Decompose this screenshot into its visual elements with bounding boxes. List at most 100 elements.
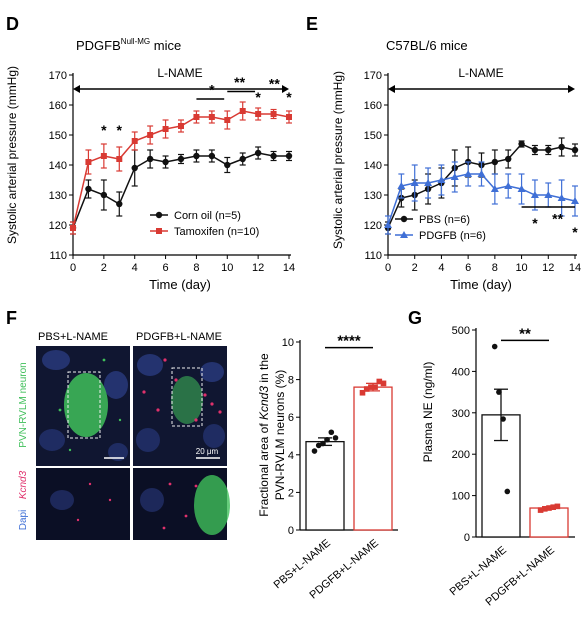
chart-f-y-tick-label: 6 bbox=[288, 412, 294, 424]
chart-e-y-tick-label: 150 bbox=[364, 130, 382, 142]
chart-e-x-tick-label: 0 bbox=[385, 262, 391, 274]
chart-e-x-tick-label: 4 bbox=[438, 262, 444, 274]
chart-f-data-point bbox=[320, 440, 326, 447]
chart-d-series-0-point bbox=[270, 152, 277, 160]
chart-d-series-0-point bbox=[146, 155, 154, 163]
chart-g-bar-0 bbox=[481, 414, 521, 538]
chart-d-series-1-point bbox=[70, 225, 76, 231]
chart-d-significance-mark: * bbox=[101, 122, 107, 138]
chart-g-y-tick-label: 300 bbox=[452, 408, 470, 420]
chart-e-series-1-point bbox=[384, 221, 392, 228]
chart-d-arrow-head-left bbox=[73, 85, 80, 93]
panel-f-ylabel-line2: PVN-RVLM neurons (%) bbox=[273, 370, 287, 501]
chart-f-data-point bbox=[363, 386, 370, 392]
chart-d-legend-label: Corn oil (n=5) bbox=[174, 210, 241, 222]
chart-d-y-tick-label: 160 bbox=[49, 100, 67, 112]
chart-e-series-1-point bbox=[450, 173, 459, 180]
channel-label-top: PVN-RVLM neuron bbox=[18, 362, 29, 447]
chart-d-significance-mark: ** bbox=[269, 76, 280, 92]
chart-e-series-1-point bbox=[530, 191, 539, 198]
chart-e-x-tick-label: 6 bbox=[465, 262, 471, 274]
chart-d-series-1-point bbox=[208, 114, 215, 120]
chart-e-legend-label: PBS (n=6) bbox=[419, 214, 470, 226]
chart-e-y-tick-label: 170 bbox=[364, 70, 382, 82]
chart-d-y-tick-label: 110 bbox=[49, 250, 67, 262]
chart-d-series-0-point bbox=[85, 185, 92, 193]
chart-g-data-point bbox=[504, 488, 511, 495]
chart-g-data-point bbox=[500, 416, 506, 422]
chart-g-y-tick-label: 400 bbox=[452, 366, 470, 378]
panel-e: E C57BL/6 mice Systolic arterial pressur… bbox=[306, 14, 512, 292]
panel-e-treatment: L-NAME bbox=[458, 66, 503, 80]
chart-e-x-tick-label: 12 bbox=[542, 262, 554, 274]
chart-d-x-tick-label: 12 bbox=[252, 262, 264, 274]
chart-d-series-1-point bbox=[286, 114, 292, 120]
chart-g-data-point bbox=[537, 507, 544, 513]
chart-f-data-point bbox=[372, 384, 378, 390]
chart-d-series-0-point bbox=[131, 164, 138, 172]
col-label-pbs: PBS+L-NAME bbox=[38, 331, 108, 343]
chart-d-x-tick-label: 4 bbox=[132, 262, 138, 274]
chart-d-series-0-point bbox=[224, 161, 231, 169]
chart-g-data-point bbox=[546, 505, 552, 511]
chart-e-series-0-point bbox=[518, 140, 525, 148]
chart-f-y-tick-label: 10 bbox=[282, 337, 294, 349]
panel-g-letter: G bbox=[408, 308, 422, 328]
chart-e-arrow-head-right bbox=[568, 85, 575, 93]
chart-g-y-tick-label: 200 bbox=[452, 449, 470, 461]
chart-d-x-tick-label: 6 bbox=[163, 262, 169, 274]
chart-e-series-1-point bbox=[477, 170, 486, 177]
chart-d-series-0-point bbox=[162, 158, 169, 166]
panel-e-letter: E bbox=[306, 14, 318, 34]
chart-d-arrow-head-right bbox=[282, 85, 289, 93]
panel-g-ylabel: Plasma NE (ng/ml) bbox=[421, 362, 435, 463]
chart-e-series-1-point bbox=[504, 182, 513, 189]
chart-e-series-0-point bbox=[491, 158, 499, 166]
chart-d-x-tick-label: 8 bbox=[193, 262, 199, 274]
chart-e-series-1-point bbox=[571, 197, 579, 204]
chart-d-series-1-point bbox=[147, 132, 154, 138]
chart-f-significance-mark: **** bbox=[337, 333, 361, 350]
chart-d-y-tick-label: 140 bbox=[49, 160, 67, 172]
chart-e-series-1-point bbox=[544, 191, 553, 198]
chart-g-data-point bbox=[554, 503, 561, 510]
chart-e-series-0-point bbox=[505, 155, 512, 163]
chart-d-series-1-point bbox=[224, 117, 231, 123]
chart-e-series-1-point bbox=[410, 179, 419, 186]
chart-f-data-point bbox=[332, 435, 339, 441]
chart-d-x-tick-label: 14 bbox=[283, 262, 295, 274]
chart-e-significance-mark: * bbox=[572, 224, 578, 240]
chart-f-data-point bbox=[376, 378, 383, 385]
chart-d-series-1-point bbox=[178, 123, 184, 129]
chart-g-bar-1 bbox=[529, 507, 569, 538]
chart-d-series-1-point bbox=[85, 159, 92, 165]
scale-bar-label: 20 μm bbox=[196, 447, 219, 456]
chart-g-data-point bbox=[542, 506, 548, 512]
chart-e-x-tick-label: 10 bbox=[515, 262, 527, 274]
chart-e-y-tick-label: 130 bbox=[364, 190, 382, 202]
chart-d-series-1-point bbox=[255, 111, 262, 117]
chart-e-x-tick-label: 8 bbox=[492, 262, 498, 274]
micrograph-pdgfb-top: 20 μm bbox=[133, 346, 227, 466]
chart-d-legend-marker bbox=[155, 211, 163, 219]
chart-d-significance-mark: * bbox=[286, 89, 292, 105]
chart-g-y-tick-label: 500 bbox=[452, 325, 470, 337]
chart-f-y-tick-label: 4 bbox=[288, 450, 294, 462]
chart-e-legend-marker bbox=[400, 215, 408, 223]
chart-g-significance-mark: ** bbox=[519, 325, 531, 342]
channel-label-dapi: Dapi bbox=[18, 510, 29, 531]
panel-g: G Plasma NE (ng/ml) bbox=[408, 308, 435, 462]
chart-d-y-tick-label: 130 bbox=[49, 190, 67, 202]
chart-d-y-tick-label: 150 bbox=[49, 130, 67, 142]
chart-d-y-tick-label: 170 bbox=[49, 70, 67, 82]
chart-d-legend-label: Tamoxifen (n=10) bbox=[174, 226, 259, 238]
chart-f-y-tick-label: 8 bbox=[288, 375, 294, 387]
panel-d-title: PDGFBNull-MG mice bbox=[76, 37, 181, 53]
panel-e-ylabel: Systolic arterial pressure (mmHg) bbox=[331, 71, 345, 249]
panel-d-letter: D bbox=[6, 14, 19, 34]
chart-f-data-point bbox=[315, 442, 322, 449]
chart-e-y-tick-label: 120 bbox=[364, 220, 382, 232]
panel-d: D PDGFBNull-MG mice Systolic arterial pr… bbox=[5, 14, 211, 292]
channel-label-kcnd3: Kcnd3 bbox=[18, 470, 29, 499]
chart-d-series-1-point bbox=[239, 108, 246, 114]
